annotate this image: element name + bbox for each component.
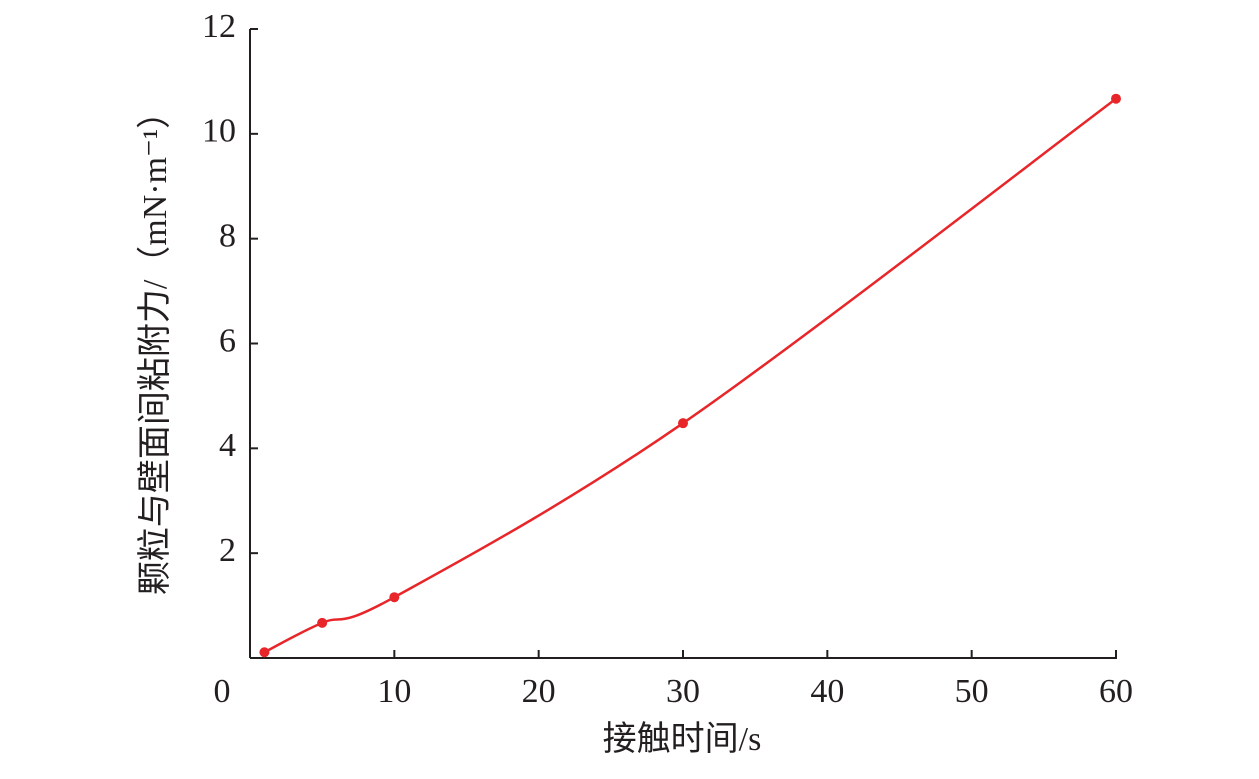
x-tick-label: 60 [1099,673,1133,710]
point [678,418,688,429]
x-tick-label: 50 [955,673,989,710]
point [259,647,270,658]
y-tick-label: 2 [219,532,236,569]
point [389,592,400,603]
y-tick-label: 6 [219,322,236,359]
x-tick-label: 30 [666,673,700,710]
x-tick-label: 10 [377,673,411,710]
y-tick-label: 8 [219,217,236,254]
y-tick-label: 4 [219,427,236,464]
y-tick-label: 12 [202,8,236,45]
x-tick-label: 40 [810,673,844,710]
y-tick-label: 10 [202,113,236,150]
y-axis-label: 颗粒与壁面间粘附力/（mN·m⁻¹） [136,95,174,595]
x-tick-label: 20 [522,673,556,710]
x-tick-label: 0 [214,673,231,710]
x-axis-label: 接触时间/s [603,720,762,758]
point [317,617,328,628]
point [1111,93,1121,104]
line [263,97,1117,654]
